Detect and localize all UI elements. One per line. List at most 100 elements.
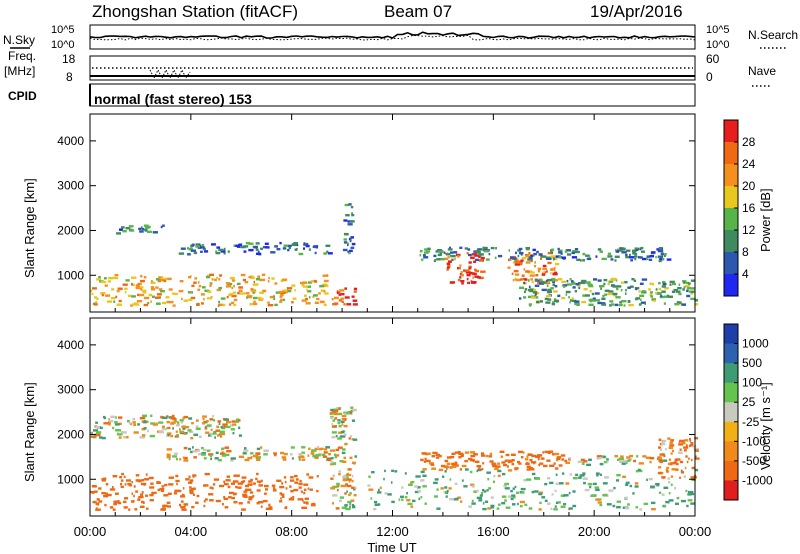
heatmap-cell: [290, 490, 294, 493]
heatmap-cell: [242, 452, 247, 455]
heatmap-cell: [322, 455, 328, 458]
heatmap-cell: [574, 290, 577, 293]
heatmap-cell: [176, 482, 178, 486]
heatmap-cell: [535, 455, 541, 458]
heatmap-cell: [476, 249, 480, 253]
heatmap-cell: [555, 255, 561, 258]
heatmap-cell: [556, 456, 562, 459]
heatmap-cell: [496, 507, 500, 510]
heatmap-cell: [410, 505, 414, 508]
heatmap-cell: [95, 421, 98, 424]
heatmap-cell: [156, 293, 162, 296]
heatmap-cell: [213, 478, 220, 481]
heatmap-cell: [566, 283, 572, 286]
heatmap-cell: [540, 457, 545, 460]
heatmap-cell: [614, 259, 617, 262]
heatmap-cell: [211, 278, 214, 281]
heatmap-cell: [311, 452, 315, 455]
beam-label: Beam 07: [384, 2, 452, 21]
nsearch-label: N.Search: [748, 28, 798, 42]
heatmap-cell: [551, 279, 555, 282]
heatmap-cell: [283, 244, 289, 247]
heatmap-cell: [150, 300, 152, 303]
ytick-label: 1000: [57, 268, 84, 282]
heatmap-cell: [209, 283, 212, 286]
heatmap-cell: [343, 303, 346, 306]
heatmap-cell: [459, 276, 462, 279]
heatmap-cell: [608, 280, 614, 283]
heatmap-cell: [503, 463, 508, 467]
heatmap-cell: [406, 492, 408, 495]
heatmap-cell: [141, 500, 145, 504]
heatmap-cell: [523, 296, 527, 299]
heatmap-cell: [687, 493, 692, 496]
heatmap-cell: [252, 302, 258, 306]
heatmap-cell: [530, 254, 534, 258]
heatmap-cell: [294, 248, 298, 251]
heatmap-cell: [534, 278, 538, 281]
heatmap-cell: [338, 473, 341, 476]
heatmap-cell: [443, 465, 448, 468]
heatmap-cell: [90, 435, 96, 438]
heatmap-cell: [544, 499, 548, 502]
heatmap-cell: [188, 248, 193, 251]
heatmap-cell: [332, 462, 336, 466]
heatmap-cell: [141, 434, 146, 437]
heatmap-cell: [578, 476, 582, 479]
heatmap-cell: [387, 493, 392, 496]
heatmap-cell: [628, 303, 634, 307]
heatmap-cell: [642, 455, 647, 458]
heatmap-cell: [572, 477, 578, 480]
heatmap-cell: [640, 256, 643, 259]
heatmap-cell: [478, 259, 484, 262]
heatmap-cell: [174, 420, 177, 423]
heatmap-cell: [474, 460, 480, 463]
heatmap-cell: [435, 250, 441, 253]
heatmap-cell: [538, 492, 543, 496]
heatmap-cell: [202, 247, 206, 251]
heatmap-cell: [320, 289, 324, 292]
heatmap-cell: [475, 269, 479, 273]
heatmap-cell: [520, 504, 523, 508]
heatmap-cell: [166, 420, 171, 424]
heatmap-cell: [139, 417, 146, 420]
heatmap-cell: [335, 454, 340, 457]
heatmap-cell: [603, 460, 608, 464]
heatmap-cell: [639, 282, 644, 285]
heatmap-cell: [572, 286, 576, 289]
heatmap-cell: [158, 276, 163, 279]
heatmap-cell: [193, 251, 198, 255]
heatmap-cell: [585, 254, 590, 257]
heatmap-cell: [599, 473, 602, 476]
heatmap-cell: [123, 506, 128, 509]
heatmap-cell: [616, 506, 621, 509]
heatmap-cell: [167, 455, 171, 458]
heatmap-cell: [303, 243, 307, 246]
heatmap-cell: [122, 283, 128, 286]
freq-unit: [MHz]: [4, 64, 35, 78]
heatmap-cell: [533, 462, 535, 465]
heatmap-cell: [488, 487, 492, 490]
heatmap-cell: [481, 454, 486, 457]
heatmap-cell: [683, 446, 689, 449]
heatmap-cell: [614, 455, 619, 458]
heatmap-cell: [218, 433, 221, 436]
heatmap-cell: [158, 421, 164, 424]
heatmap-cell: [540, 300, 543, 303]
heatmap-cell: [512, 487, 515, 490]
heatmap-cell: [588, 458, 592, 461]
heatmap-cell: [634, 485, 639, 488]
heatmap-cell: [309, 488, 313, 491]
heatmap-cell: [95, 425, 100, 429]
heatmap-cell: [662, 257, 664, 261]
heatmap-cell: [331, 298, 334, 301]
heatmap-cell: [294, 474, 298, 478]
heatmap-cell: [635, 506, 639, 509]
heatmap-cell: [273, 297, 275, 300]
heatmap-cell: [119, 228, 123, 231]
heatmap-cell: [497, 469, 502, 473]
xtick-label: 16:00: [477, 524, 510, 539]
heatmap-cell: [545, 301, 551, 304]
heatmap-cell: [349, 456, 353, 459]
heatmap-cell: [281, 482, 284, 485]
